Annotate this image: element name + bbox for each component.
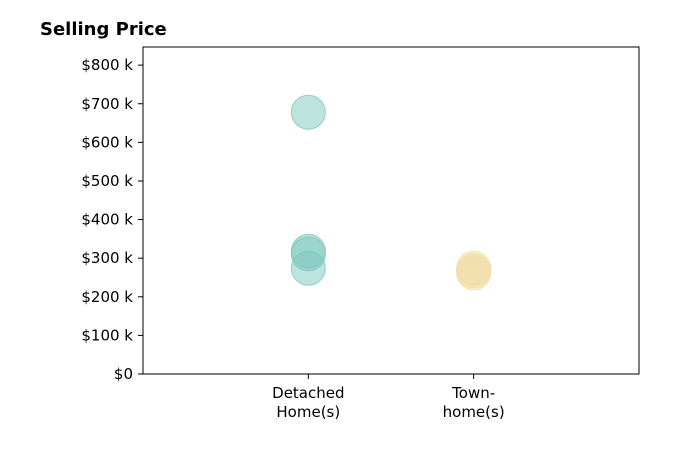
chart-title: Selling Price — [40, 19, 167, 40]
x-tick-label-line: home(s) — [443, 403, 505, 421]
y-tick-label: $500 k — [81, 172, 133, 190]
x-tick-label-line: Town- — [451, 384, 495, 402]
point — [456, 255, 492, 291]
x-tick-label: Detached Home(s) — [272, 384, 344, 421]
y-tick-label: $800 k — [81, 56, 133, 74]
x-tick-label: Town-home(s) — [443, 384, 505, 421]
y-tick-label: $700 k — [81, 95, 133, 113]
plot-frame — [142, 46, 640, 375]
y-tick-label: $0 — [114, 365, 133, 383]
y-tick-label: $400 k — [81, 211, 133, 229]
point — [290, 94, 326, 130]
x-tick-label-line: Home(s) — [276, 403, 340, 421]
y-tick-label: $300 k — [81, 249, 133, 267]
y-tick-label: $600 k — [81, 133, 133, 151]
y-tick-label: $200 k — [81, 288, 133, 306]
y-tick-label: $100 k — [81, 326, 133, 344]
point — [290, 250, 326, 286]
x-tick-label-line: Detached — [272, 384, 344, 402]
